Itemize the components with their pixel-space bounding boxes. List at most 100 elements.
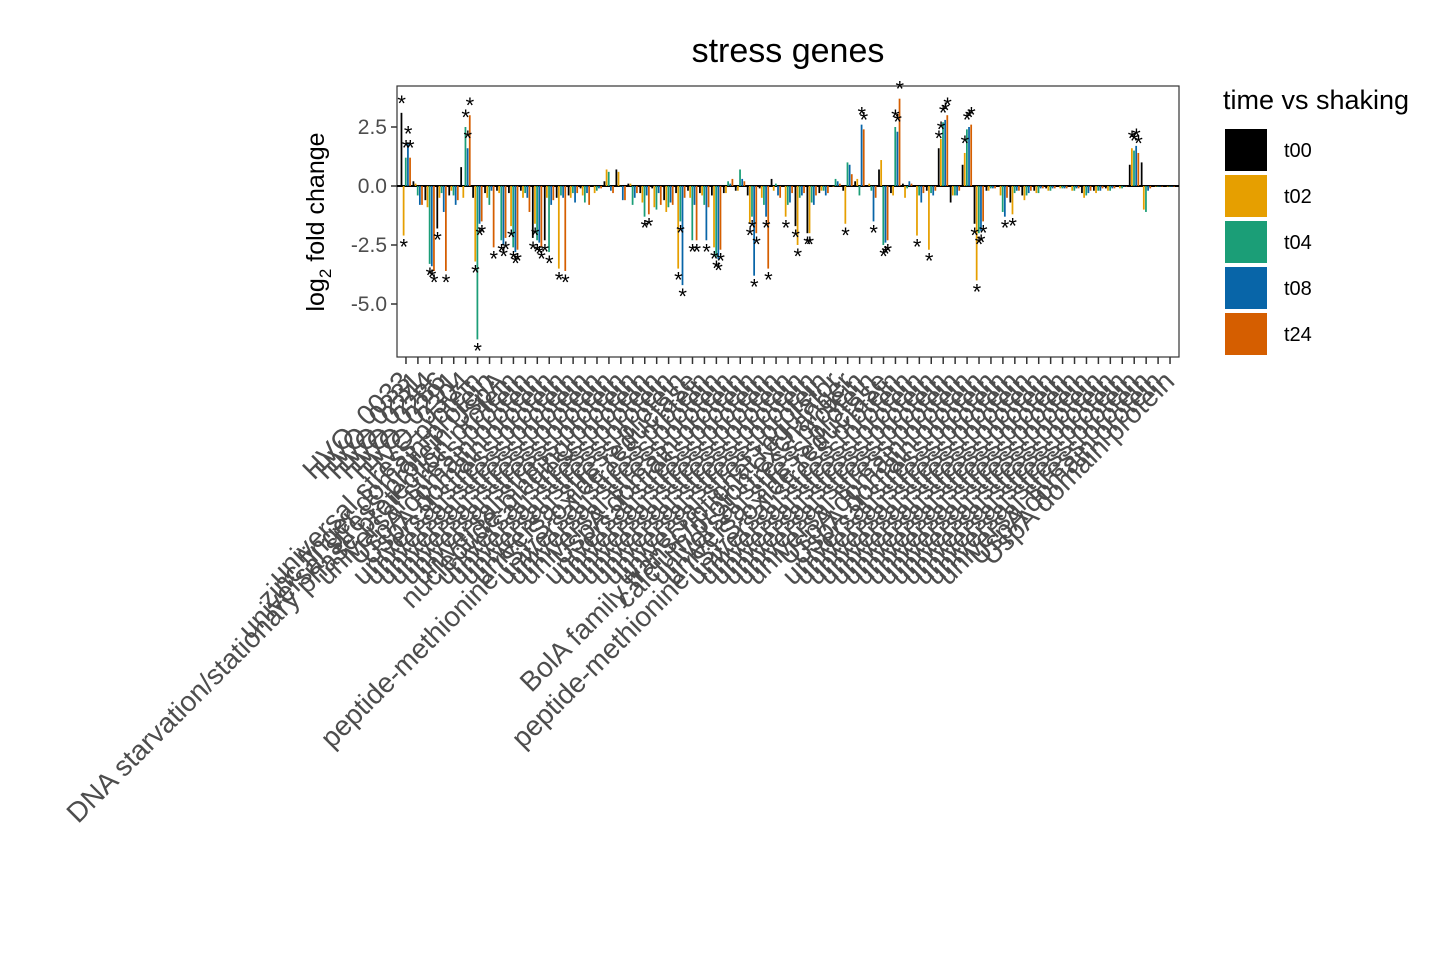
bar-t02 — [939, 138, 942, 186]
bar-t00 — [1033, 186, 1036, 191]
bar-t02 — [784, 186, 787, 217]
y-tick-label: -2.5 — [351, 234, 387, 257]
significance-star: * — [400, 235, 409, 260]
significance-star: * — [645, 213, 654, 238]
significance-star: * — [497, 239, 506, 264]
bar-t00 — [746, 186, 749, 196]
bar-t02 — [916, 186, 918, 236]
significance-star: * — [1134, 131, 1143, 156]
bar-t24 — [1041, 186, 1044, 189]
significance-star: * — [430, 270, 439, 295]
y-tick-label: 0.0 — [358, 175, 387, 198]
bar-t00 — [734, 186, 737, 191]
significance-star: * — [640, 216, 649, 241]
bar-t04 — [512, 186, 515, 248]
bar-t00 — [925, 186, 928, 191]
bar-t02 — [737, 186, 739, 191]
bar-t24 — [707, 186, 710, 208]
significance-star: * — [402, 136, 411, 161]
bar-t08 — [645, 186, 648, 196]
bar-t24 — [1065, 186, 1068, 189]
bar-t04 — [1157, 186, 1159, 187]
bar-t08 — [526, 186, 529, 198]
significance-star: * — [509, 246, 518, 271]
significance-star: * — [893, 110, 902, 135]
bar-t02 — [1071, 186, 1074, 191]
bar-t00 — [1021, 186, 1024, 196]
bar-t00 — [651, 186, 654, 189]
bar-t00 — [519, 186, 522, 191]
bar-t00 — [710, 186, 713, 196]
bar-t24 — [1125, 186, 1128, 187]
bar-t02 — [904, 186, 906, 198]
bar-t24 — [540, 186, 543, 248]
bar-t00 — [484, 186, 486, 194]
significance-star: * — [433, 227, 442, 252]
bar-t08 — [1147, 186, 1149, 191]
bar-t08 — [609, 186, 612, 191]
bar-t02 — [1119, 186, 1121, 189]
bar-t24 — [1029, 186, 1032, 191]
bar-t24 — [743, 181, 746, 186]
bar-t04 — [1037, 186, 1040, 194]
significance-star: * — [499, 244, 508, 269]
bar-t08 — [765, 186, 767, 217]
bar-t24 — [910, 183, 913, 186]
bar-t08 — [1159, 186, 1161, 187]
bar-t24 — [1149, 186, 1152, 189]
bar-t00 — [1069, 186, 1071, 187]
significance-star: * — [860, 107, 869, 132]
bar-t24 — [516, 186, 519, 250]
bar-t04 — [643, 186, 646, 217]
bar-t00 — [997, 186, 1000, 187]
significance-star: * — [442, 270, 451, 295]
bar-t02 — [975, 186, 978, 281]
bar-t00 — [878, 169, 880, 186]
bar-t04 — [751, 186, 753, 217]
bar-t24 — [671, 186, 674, 205]
bar-t08 — [777, 186, 779, 196]
bar-t00 — [854, 181, 857, 186]
bar-t02 — [820, 186, 823, 191]
bar-t08 — [1027, 186, 1030, 194]
bar-t00 — [985, 186, 988, 191]
bar-t08 — [812, 186, 815, 205]
bar-t04 — [882, 186, 885, 245]
bar-t00 — [531, 186, 534, 238]
bar-t04 — [846, 162, 849, 186]
bar-t24 — [1089, 186, 1092, 191]
legend-key-t00 — [1225, 129, 1267, 171]
bar-t00 — [1104, 186, 1107, 189]
bar-t04 — [691, 186, 694, 241]
significance-star: * — [545, 251, 554, 276]
bar-t04 — [894, 127, 897, 186]
bar-t08 — [1099, 186, 1102, 191]
bar-t04 — [536, 186, 538, 241]
bar-t24 — [862, 129, 865, 186]
bar-t08 — [669, 186, 672, 203]
bar-t08 — [980, 186, 982, 231]
bar-t04 — [989, 186, 992, 189]
significance-star: * — [490, 246, 499, 271]
bar-t08 — [848, 164, 851, 186]
bar-t02 — [987, 186, 990, 191]
bar-t00 — [543, 186, 546, 241]
bar-t02 — [546, 186, 548, 198]
bar-t24 — [982, 186, 984, 222]
bar-t08 — [1087, 186, 1090, 194]
bar-t02 — [868, 183, 871, 186]
significance-star: * — [478, 220, 487, 245]
significance-star: * — [794, 244, 803, 269]
significance-star: * — [895, 77, 904, 102]
bar-t24 — [827, 186, 829, 194]
significance-star: * — [803, 232, 812, 257]
bar-t02 — [713, 186, 715, 248]
bar-t08 — [836, 181, 839, 186]
bar-t04 — [488, 186, 491, 205]
legend-key-t08 — [1225, 267, 1267, 309]
bar-t02 — [1059, 186, 1062, 189]
y-axis-title: log2 fold change — [302, 132, 335, 311]
bar-t24 — [898, 98, 901, 186]
bar-t24 — [588, 186, 591, 205]
bar-t04 — [858, 186, 861, 196]
